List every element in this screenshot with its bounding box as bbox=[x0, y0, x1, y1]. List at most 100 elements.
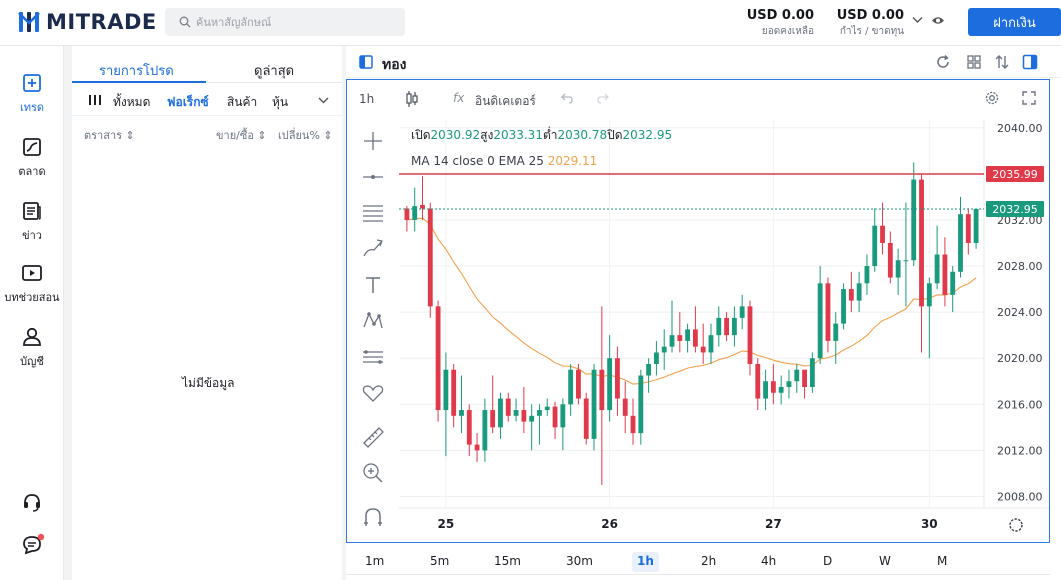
refresh-icon[interactable] bbox=[935, 54, 951, 70]
nav-item-news[interactable]: ข่าว bbox=[0, 200, 64, 244]
col-change[interactable]: เปลี่ยน% ⇕ bbox=[278, 126, 333, 144]
nav-item-market[interactable]: ตลาด bbox=[0, 136, 64, 180]
pnl-value: USD 0.00 bbox=[836, 8, 904, 23]
nav-label: บัญชี bbox=[20, 355, 44, 368]
crosshair-icon[interactable] bbox=[360, 128, 386, 154]
price-chart[interactable]: 2040.002036.002032.002028.002024.002020.… bbox=[399, 120, 1049, 542]
chart-panel: ทอง 1h fx bbox=[346, 46, 1061, 580]
horizontal-line-icon[interactable] bbox=[360, 164, 386, 190]
filter-all[interactable]: ทั้งหมด bbox=[113, 95, 151, 109]
candle-body bbox=[568, 369, 574, 405]
brand-logo[interactable]: MITRADE bbox=[18, 9, 157, 35]
chat-icon[interactable] bbox=[21, 533, 45, 557]
sidebar-toggle-icon[interactable] bbox=[1022, 54, 1038, 70]
chevron-down-icon[interactable] bbox=[912, 16, 923, 24]
col-instrument[interactable]: ตราสาร ⇕ bbox=[84, 126, 135, 144]
candle-body bbox=[856, 283, 862, 301]
redo-icon[interactable] bbox=[597, 92, 611, 106]
timeframe-w[interactable]: W bbox=[879, 554, 891, 568]
watchlist-tabs: รายการโปรด ดูล่าสุด bbox=[72, 46, 342, 83]
candle-body bbox=[887, 242, 893, 278]
price-label-bg bbox=[986, 165, 1044, 182]
filter-commodities[interactable]: สินค้า bbox=[227, 95, 258, 109]
sort-arrows-icon[interactable] bbox=[994, 54, 1010, 70]
eye-icon[interactable] bbox=[931, 15, 945, 26]
panel-toggle-icon[interactable] bbox=[359, 55, 373, 69]
interval-selector[interactable]: 1h bbox=[359, 92, 375, 106]
timeframe-4h[interactable]: 4h bbox=[761, 554, 777, 568]
candle-body bbox=[599, 369, 605, 411]
measure-icon[interactable] bbox=[360, 344, 386, 370]
fullscreen-icon[interactable] bbox=[1022, 91, 1036, 105]
col-sell-buy[interactable]: ขาย/ซื้อ ⇕ bbox=[216, 126, 267, 144]
empty-state-text: ไม่มีข้อมูล bbox=[182, 376, 235, 390]
heart-icon[interactable] bbox=[360, 380, 386, 406]
pattern-icon[interactable] bbox=[360, 308, 386, 334]
y-tick-label: 2008.00 bbox=[997, 490, 1043, 503]
nav-item-tutorial[interactable]: บทช่วยสอน bbox=[0, 262, 64, 306]
indicators-button[interactable]: อินดิเคเตอร์ bbox=[475, 94, 536, 108]
candle-body bbox=[841, 289, 846, 324]
y-tick-label: 2016.00 bbox=[997, 398, 1043, 411]
candle-body bbox=[638, 375, 644, 434]
ohlc-part: ปิด bbox=[607, 128, 623, 142]
watchlist-panel: รายการโปรด ดูล่าสุด ทั้งหมด ฟอเร็กซ์ สิน… bbox=[72, 46, 342, 580]
settings-gear-icon[interactable] bbox=[984, 90, 1000, 106]
zoom-in-icon[interactable] bbox=[360, 460, 386, 486]
timeframe-bar: 1m 5m 15m 30m 1h 2h 4h D W M bbox=[346, 545, 1050, 575]
candle-body bbox=[700, 346, 706, 353]
timeframe-5m[interactable]: 5m bbox=[430, 554, 450, 568]
search-box[interactable] bbox=[165, 8, 405, 36]
pnl-block[interactable]: USD 0.00 กำไร / ขาดทุน bbox=[826, 8, 904, 39]
text-tool-icon[interactable] bbox=[360, 272, 386, 298]
candle-body bbox=[919, 179, 924, 307]
timeframe-1m[interactable]: 1m bbox=[365, 554, 385, 568]
axis-settings-icon[interactable] bbox=[1009, 518, 1023, 532]
grid-layout-icon[interactable] bbox=[966, 54, 982, 70]
candle-body bbox=[451, 369, 457, 416]
support-icon[interactable] bbox=[21, 491, 43, 513]
search-input[interactable] bbox=[196, 15, 396, 29]
candle-body bbox=[576, 369, 581, 399]
deposit-button[interactable]: ฝากเงิน bbox=[968, 8, 1061, 36]
brush-icon[interactable] bbox=[360, 236, 386, 262]
candle-body bbox=[724, 317, 730, 336]
candle-body bbox=[630, 415, 636, 434]
candle-body bbox=[786, 381, 792, 388]
timeframe-2h[interactable]: 2h bbox=[701, 554, 717, 568]
timeframe-15m[interactable]: 15m bbox=[494, 554, 521, 568]
parallel-lines-icon[interactable] bbox=[360, 200, 386, 226]
tab-favorites[interactable]: รายการโปรด bbox=[99, 64, 174, 79]
candle-body bbox=[482, 410, 488, 451]
nav-item-trade[interactable]: เทรด bbox=[0, 72, 64, 116]
timeframe-d[interactable]: D bbox=[823, 554, 833, 568]
balance-value: USD 0.00 bbox=[746, 8, 814, 23]
candle-body bbox=[958, 214, 963, 272]
magnet-icon[interactable] bbox=[360, 504, 386, 530]
y-tick-label: 2040.00 bbox=[997, 122, 1043, 135]
candle-body bbox=[669, 335, 675, 347]
candle-body bbox=[505, 398, 511, 416]
filter-forex[interactable]: ฟอเร็กซ์ bbox=[167, 95, 209, 109]
candle-body bbox=[770, 381, 776, 393]
undo-icon[interactable] bbox=[559, 92, 573, 106]
candle-body bbox=[973, 208, 979, 243]
chevron-down-icon[interactable] bbox=[318, 97, 329, 104]
candle-body bbox=[926, 283, 932, 307]
nav-item-account[interactable]: บัญชี bbox=[0, 326, 64, 370]
ruler-icon[interactable] bbox=[360, 424, 386, 450]
y-tick-label: 2032.00 bbox=[997, 214, 1043, 227]
candle-body bbox=[459, 410, 464, 416]
filter-stocks[interactable]: หุ้น bbox=[272, 95, 289, 109]
timeframe-1h[interactable]: 1h bbox=[632, 552, 659, 572]
list-icon[interactable] bbox=[89, 94, 101, 106]
indicator-value: 2029.11 bbox=[548, 154, 598, 168]
candle-body bbox=[880, 225, 885, 243]
timeframe-m[interactable]: M bbox=[937, 554, 948, 568]
ohlc-part: 2030.78 bbox=[557, 128, 607, 142]
tab-recent[interactable]: ดูล่าสุด bbox=[254, 64, 295, 79]
candle-type-icon[interactable] bbox=[405, 90, 419, 108]
timeframe-30m[interactable]: 30m bbox=[566, 554, 593, 568]
tutorial-icon bbox=[22, 265, 42, 281]
candle-body bbox=[490, 410, 496, 428]
